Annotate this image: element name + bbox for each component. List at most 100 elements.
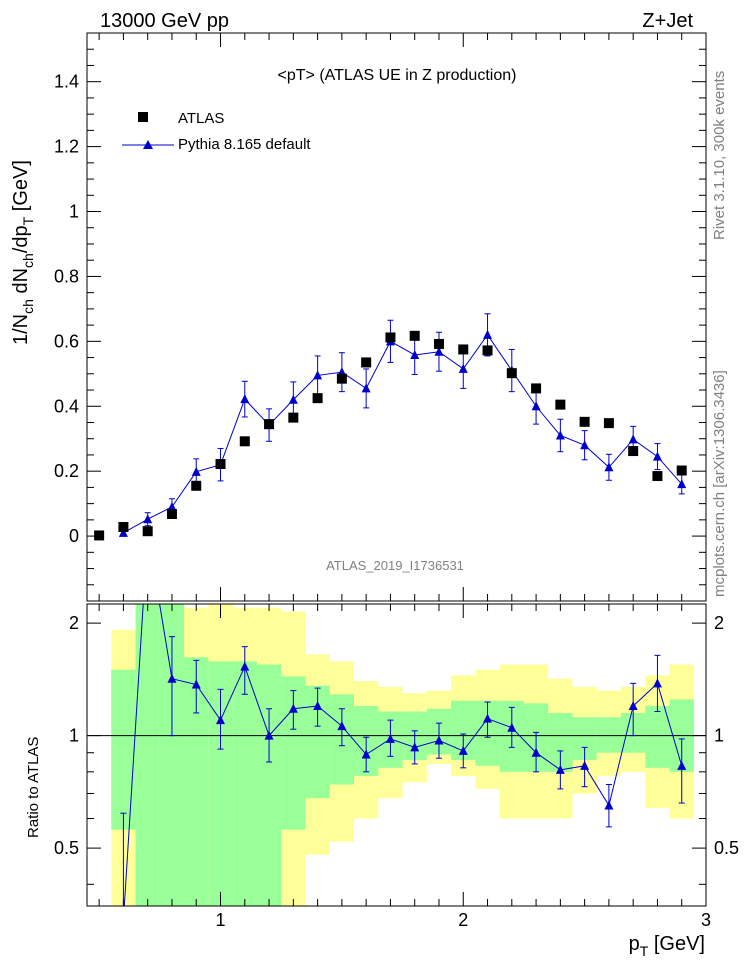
ylabel-part: dN [10, 268, 32, 299]
ratio-pythia-point [264, 730, 274, 740]
ratio-y-axis-label: Ratio to ATLAS [25, 737, 42, 838]
atlas-point [652, 471, 663, 482]
energy-label: 13000 GeV pp [100, 10, 229, 32]
ratio-pythia-point [119, 916, 128, 925]
ratio-y-tick-label: 0.5 [54, 838, 79, 858]
ratio-pythia-point [604, 800, 614, 810]
y-tick-label: 0.4 [54, 396, 79, 416]
ratio-pythia-point [313, 701, 323, 711]
ratio-pythia-point [652, 678, 662, 688]
atlas-point [531, 383, 542, 394]
ratio-pythia-line [123, 604, 683, 906]
ratio-y-tick-label: 1 [69, 726, 79, 746]
x-tick-label: 3 [701, 910, 711, 930]
atlas-point [628, 446, 639, 457]
x-axis-label: pT [GeV] [629, 933, 705, 959]
atlas-point [94, 530, 105, 541]
ratio-y-tick-label-right: 1 [714, 726, 724, 746]
ratio-pythia-point [191, 679, 201, 689]
pythia-point [313, 370, 323, 380]
ratio-pythia-point [167, 673, 177, 683]
pythia-point [628, 434, 638, 444]
pythia-point [143, 514, 153, 524]
legend-atlas-label: ATLAS [178, 110, 224, 127]
legend-pythia-marker [143, 140, 153, 149]
ratio-pythia-point [580, 760, 590, 770]
atlas-point [142, 526, 153, 537]
atlas-point [579, 416, 590, 427]
legend-pythia-label: Pythia 8.165 default [178, 136, 311, 153]
legend-atlas-marker [138, 112, 148, 122]
stat-band-green [596, 717, 622, 753]
x-tick-label: 2 [458, 910, 468, 930]
xlabel-part: p [629, 933, 640, 955]
ratio-y-tick-label-right: 0.5 [714, 838, 739, 858]
main-panel: 0 0.2 0.4 0.6 0.8 1 1.2 1.4 <pT> (ATLAS UE in Z… [10, 32, 707, 602]
y-tick-label: 1 [69, 202, 79, 222]
y-tick-label: 1.2 [54, 137, 79, 157]
mcplots-label: mcplots.cern.ch [arXiv:1306.3436] [711, 370, 728, 597]
atlas-point [482, 345, 493, 356]
pythia-point [652, 451, 662, 461]
ratio-pythia-point [288, 703, 298, 713]
atlas-point [506, 368, 517, 379]
y-tick-label: 0.6 [54, 331, 79, 351]
pythia-line [123, 333, 683, 534]
x-tick-label: 1 [216, 910, 226, 930]
ylabel-part: 1/N [10, 314, 32, 345]
main-y-axis-label: 1/Nch dNch/dpT [GeV] [10, 160, 36, 345]
chart-title: <pT> (ATLAS UE in Z production) [278, 67, 517, 84]
ratio-pythia-point [410, 742, 420, 752]
atlas-point [385, 332, 396, 343]
pythia-point [531, 401, 541, 411]
ratio-data-clipped [119, 604, 687, 925]
pythia-point [288, 394, 298, 404]
ratio-pythia-point [628, 701, 638, 711]
analysis-watermark: ATLAS_2019_I1736531 [326, 558, 464, 573]
ratio-data-layer [119, 604, 687, 925]
ratio-pythia-point [458, 745, 468, 755]
ylabel-sub: ch [20, 253, 36, 268]
ratio-y-tick-label-right: 2 [714, 613, 724, 633]
atlas-point [166, 509, 177, 520]
pythia-point [167, 501, 177, 511]
ratio-pythia-point [507, 722, 517, 732]
pythia-point [240, 394, 250, 404]
atlas-point [288, 412, 299, 423]
stat-band-green [645, 706, 670, 768]
stat-band-green [256, 664, 282, 906]
main-frame [86, 32, 707, 602]
atlas-point [264, 419, 275, 430]
atlas-point [603, 418, 614, 429]
atlas-point [458, 344, 469, 355]
pythia-point [118, 527, 128, 537]
pythia-point [677, 479, 687, 489]
atlas-point [676, 465, 687, 476]
atlas-point [312, 393, 323, 404]
ratio-frame [86, 603, 707, 907]
atlas-point [215, 459, 226, 470]
ratio-pythia-point [677, 760, 687, 770]
main-axis-ticks: 0 0.2 0.4 0.6 0.8 1 1.2 1.4 [54, 33, 707, 602]
pythia-point [458, 363, 468, 373]
atlas-point [409, 330, 420, 341]
ylabel-sub: T [20, 216, 36, 225]
legend: ATLAS Pythia 8.165 default [122, 110, 311, 153]
atlas-point [191, 480, 202, 491]
ratio-pythia-point [337, 721, 347, 731]
ylabel-part: /dp [10, 225, 32, 253]
atlas-point [433, 338, 444, 349]
xlabel-sub: T [640, 943, 649, 959]
y-tick-label: 1.4 [54, 72, 79, 92]
ylabel-part: [GeV] [10, 160, 32, 217]
main-data-layer [94, 313, 687, 541]
atlas-point [336, 373, 347, 384]
y-tick-label: 0 [69, 526, 79, 546]
xlabel-part: [GeV] [648, 933, 705, 955]
pythia-point [410, 349, 420, 359]
pythia-point [191, 466, 201, 476]
stat-band-green [232, 661, 257, 906]
stat-band-green [111, 669, 136, 830]
ratio-bands [111, 604, 694, 906]
